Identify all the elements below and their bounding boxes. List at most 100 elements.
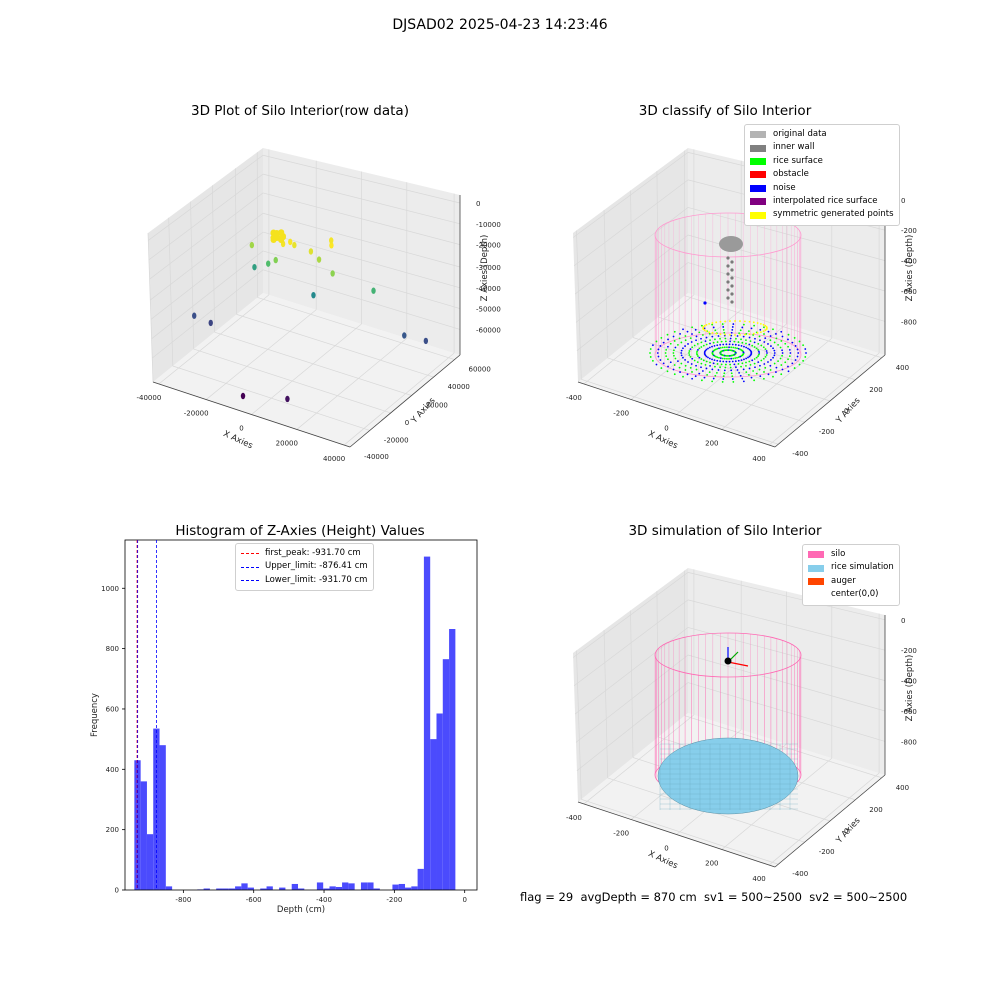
histogram-x-tick: -200 [386, 896, 402, 904]
simulation-y-tick: 400 [896, 784, 909, 792]
classify-point [649, 356, 652, 358]
simulation-legend-item: rice simulation [808, 561, 894, 574]
histogram-bar [329, 886, 336, 890]
classify-point [719, 337, 721, 340]
classify-point [742, 323, 745, 326]
simulation-x-tick: 0 [664, 845, 668, 853]
histogram-x-tick: 0 [462, 896, 466, 904]
classify-point [772, 356, 774, 359]
classify-point [747, 373, 750, 376]
classify-legend-item: interpolated rice surface [750, 195, 894, 208]
classify-point [678, 337, 681, 340]
classify-point [752, 321, 755, 324]
legend-label: Upper_limit: -876.41 cm [265, 561, 368, 572]
raw-point [292, 241, 297, 249]
classify-plot-title: 3D classify of Silo Interior [638, 103, 812, 119]
classify-point [726, 280, 730, 284]
histogram-frame [124, 539, 478, 891]
classify-point [708, 332, 711, 335]
histogram-bar [442, 659, 450, 890]
classify-point [766, 352, 768, 354]
classify-point [686, 373, 689, 376]
classify-point [677, 360, 679, 362]
classify-point [740, 359, 743, 362]
classify-point [730, 284, 734, 288]
classify-point [757, 361, 760, 364]
classify-point [703, 329, 706, 332]
classify-point [755, 372, 758, 375]
classify-point [745, 361, 747, 364]
classify-y-tick: 400 [896, 364, 909, 372]
raw-y-label: Y Axies [409, 395, 438, 426]
classify-point [730, 276, 734, 280]
classify-point [736, 347, 738, 350]
classify-point [684, 369, 687, 371]
classify-point [704, 349, 707, 352]
classify-point [724, 333, 727, 336]
classify-point [672, 335, 675, 338]
classify-point [741, 377, 744, 380]
classify-point [702, 359, 705, 362]
classify-point [745, 371, 748, 374]
classify-point [657, 355, 660, 358]
classify-point [695, 368, 698, 371]
classify-point [678, 366, 681, 369]
classify-point [691, 326, 694, 329]
classify-point [705, 336, 708, 339]
classify-point [655, 363, 658, 366]
classify-point [796, 348, 799, 351]
classify-point [753, 324, 756, 327]
classify-point [745, 357, 748, 360]
classify-point [716, 359, 719, 362]
classify-point [723, 346, 726, 349]
classify-point [709, 361, 711, 364]
classify-point [739, 334, 741, 336]
classify-point [724, 337, 727, 340]
classify-point [719, 346, 722, 349]
simulation-rice-surface [657, 737, 799, 815]
classify-point [753, 379, 756, 382]
classify-point [725, 360, 728, 363]
classify-point [726, 288, 730, 292]
raw-y-tick: -40000 [364, 453, 389, 461]
classify-point [664, 352, 667, 354]
classify-point [719, 333, 722, 336]
classify-point [697, 348, 699, 351]
classify-point [700, 358, 703, 360]
classify-point [723, 357, 726, 360]
classify-point [749, 354, 752, 357]
classify-point [698, 347, 701, 350]
classify-point [745, 332, 748, 335]
classify-point [743, 320, 746, 323]
classify-point [695, 335, 698, 338]
classify-point [711, 345, 713, 348]
classify-point [689, 366, 692, 369]
simulation-y-tick: -400 [792, 870, 808, 878]
classify-point [764, 337, 767, 340]
classify-point [752, 332, 755, 335]
classify-point [788, 348, 791, 351]
classify-point [720, 363, 723, 366]
classify-point [730, 372, 733, 375]
classify-legend: original data inner wall rice surface obsta… [744, 124, 900, 226]
histogram-x-tick: -600 [246, 896, 262, 904]
legend-swatch [808, 591, 824, 599]
raw-z-tick: 0 [476, 200, 480, 208]
classify-point [742, 335, 745, 338]
classify-point [772, 347, 774, 350]
legend-line-swatch [241, 566, 259, 568]
simulation-axes-box: -400 -200 0 200 400 -400 -200 0 200 400 0 -200 -400 -… [566, 568, 917, 883]
classify-x-tick: 0 [664, 425, 668, 433]
classify-point [737, 341, 740, 343]
classify-point [730, 292, 734, 296]
classify-point [756, 332, 759, 334]
classify-point [665, 355, 668, 358]
classify-point [694, 375, 697, 378]
classify-point [750, 327, 753, 330]
classify-point [780, 340, 783, 342]
classify-point [711, 358, 713, 361]
histogram-bar [260, 888, 267, 890]
legend-label: center(0,0) [831, 589, 879, 600]
classify-point [700, 324, 703, 327]
